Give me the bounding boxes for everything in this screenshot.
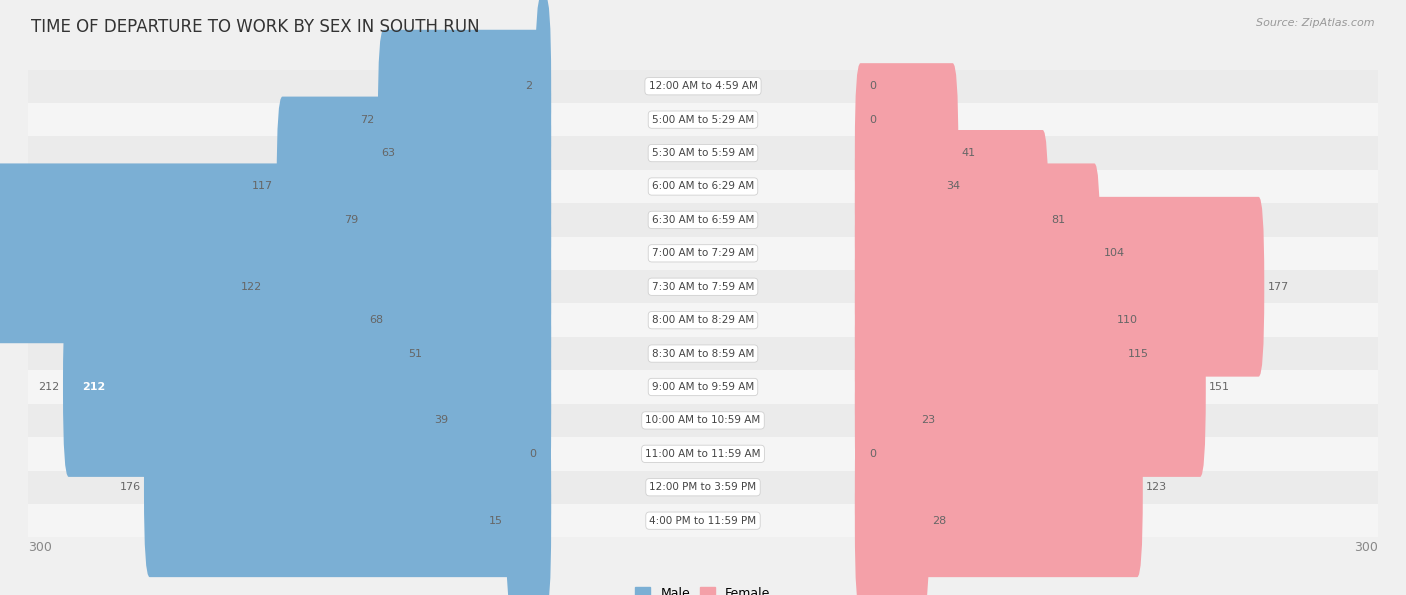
Text: TIME OF DEPARTURE TO WORK BY SEX IN SOUTH RUN: TIME OF DEPARTURE TO WORK BY SEX IN SOUT… xyxy=(31,18,479,36)
FancyBboxPatch shape xyxy=(855,264,1125,443)
FancyBboxPatch shape xyxy=(387,230,551,410)
Bar xyxy=(17,471,1389,504)
Text: 212: 212 xyxy=(38,382,59,392)
Bar xyxy=(17,303,1389,337)
Text: 63: 63 xyxy=(381,148,395,158)
FancyBboxPatch shape xyxy=(63,297,551,477)
Text: 151: 151 xyxy=(1209,382,1230,392)
FancyBboxPatch shape xyxy=(855,164,1099,343)
Bar xyxy=(17,270,1389,303)
Text: 8:00 AM to 8:29 AM: 8:00 AM to 8:29 AM xyxy=(652,315,754,325)
Text: 0: 0 xyxy=(869,449,876,459)
Text: 115: 115 xyxy=(1128,349,1149,359)
Text: 300: 300 xyxy=(1354,541,1378,554)
Bar xyxy=(17,70,1389,103)
Text: 177: 177 xyxy=(1268,282,1289,292)
FancyBboxPatch shape xyxy=(425,264,551,443)
Text: 39: 39 xyxy=(434,415,449,425)
Bar xyxy=(17,337,1389,370)
Text: 5:00 AM to 5:29 AM: 5:00 AM to 5:29 AM xyxy=(652,115,754,124)
Text: 6:00 AM to 6:29 AM: 6:00 AM to 6:29 AM xyxy=(652,181,754,192)
Bar xyxy=(17,504,1389,537)
Text: 104: 104 xyxy=(1104,248,1125,258)
Text: 110: 110 xyxy=(1116,315,1137,325)
Bar xyxy=(17,370,1389,403)
Text: 10:00 AM to 10:59 AM: 10:00 AM to 10:59 AM xyxy=(645,415,761,425)
Text: 0: 0 xyxy=(869,115,876,124)
FancyBboxPatch shape xyxy=(855,397,1143,577)
Text: 15: 15 xyxy=(489,516,503,525)
Text: 122: 122 xyxy=(240,282,262,292)
FancyBboxPatch shape xyxy=(453,330,551,511)
FancyBboxPatch shape xyxy=(277,96,551,277)
Text: 12:00 AM to 4:59 AM: 12:00 AM to 4:59 AM xyxy=(648,82,758,91)
Text: 300: 300 xyxy=(28,541,52,554)
Text: 68: 68 xyxy=(370,315,384,325)
Text: 212: 212 xyxy=(82,382,105,392)
Text: 5:30 AM to 5:59 AM: 5:30 AM to 5:59 AM xyxy=(652,148,754,158)
FancyBboxPatch shape xyxy=(855,130,1049,310)
FancyBboxPatch shape xyxy=(266,197,551,377)
Bar xyxy=(17,437,1389,471)
Text: 123: 123 xyxy=(1146,483,1167,492)
FancyBboxPatch shape xyxy=(536,0,551,176)
Text: 6:30 AM to 6:59 AM: 6:30 AM to 6:59 AM xyxy=(652,215,754,225)
Bar xyxy=(17,136,1389,170)
FancyBboxPatch shape xyxy=(398,63,551,243)
Text: 23: 23 xyxy=(921,415,935,425)
FancyBboxPatch shape xyxy=(378,30,551,209)
FancyBboxPatch shape xyxy=(363,130,551,310)
Text: 81: 81 xyxy=(1052,215,1066,225)
Text: Source: ZipAtlas.com: Source: ZipAtlas.com xyxy=(1257,18,1375,28)
Text: 41: 41 xyxy=(962,148,976,158)
FancyBboxPatch shape xyxy=(143,397,551,577)
Text: 51: 51 xyxy=(408,349,422,359)
Bar xyxy=(17,170,1389,203)
Text: 0: 0 xyxy=(869,82,876,91)
Text: 28: 28 xyxy=(932,516,946,525)
Text: 8:30 AM to 8:59 AM: 8:30 AM to 8:59 AM xyxy=(652,349,754,359)
FancyBboxPatch shape xyxy=(855,96,942,277)
Text: 176: 176 xyxy=(120,483,141,492)
Text: 0: 0 xyxy=(530,449,537,459)
Bar xyxy=(17,203,1389,237)
FancyBboxPatch shape xyxy=(855,197,1264,377)
Text: 34: 34 xyxy=(946,181,960,192)
FancyBboxPatch shape xyxy=(855,330,918,511)
Text: 7:00 AM to 7:29 AM: 7:00 AM to 7:29 AM xyxy=(652,248,754,258)
Text: 79: 79 xyxy=(344,215,359,225)
Text: 11:00 AM to 11:59 AM: 11:00 AM to 11:59 AM xyxy=(645,449,761,459)
Text: 9:00 AM to 9:59 AM: 9:00 AM to 9:59 AM xyxy=(652,382,754,392)
Text: 4:00 PM to 11:59 PM: 4:00 PM to 11:59 PM xyxy=(650,516,756,525)
Legend: Male, Female: Male, Female xyxy=(636,587,770,595)
Bar xyxy=(17,103,1389,136)
FancyBboxPatch shape xyxy=(855,230,1114,410)
FancyBboxPatch shape xyxy=(855,297,1206,477)
FancyBboxPatch shape xyxy=(855,431,929,595)
FancyBboxPatch shape xyxy=(0,164,551,343)
Bar xyxy=(17,237,1389,270)
FancyBboxPatch shape xyxy=(855,63,959,243)
Bar xyxy=(17,403,1389,437)
Text: 12:00 PM to 3:59 PM: 12:00 PM to 3:59 PM xyxy=(650,483,756,492)
FancyBboxPatch shape xyxy=(506,431,551,595)
Text: 117: 117 xyxy=(252,181,273,192)
Text: 2: 2 xyxy=(524,82,531,91)
Text: 72: 72 xyxy=(360,115,374,124)
Text: 7:30 AM to 7:59 AM: 7:30 AM to 7:59 AM xyxy=(652,282,754,292)
